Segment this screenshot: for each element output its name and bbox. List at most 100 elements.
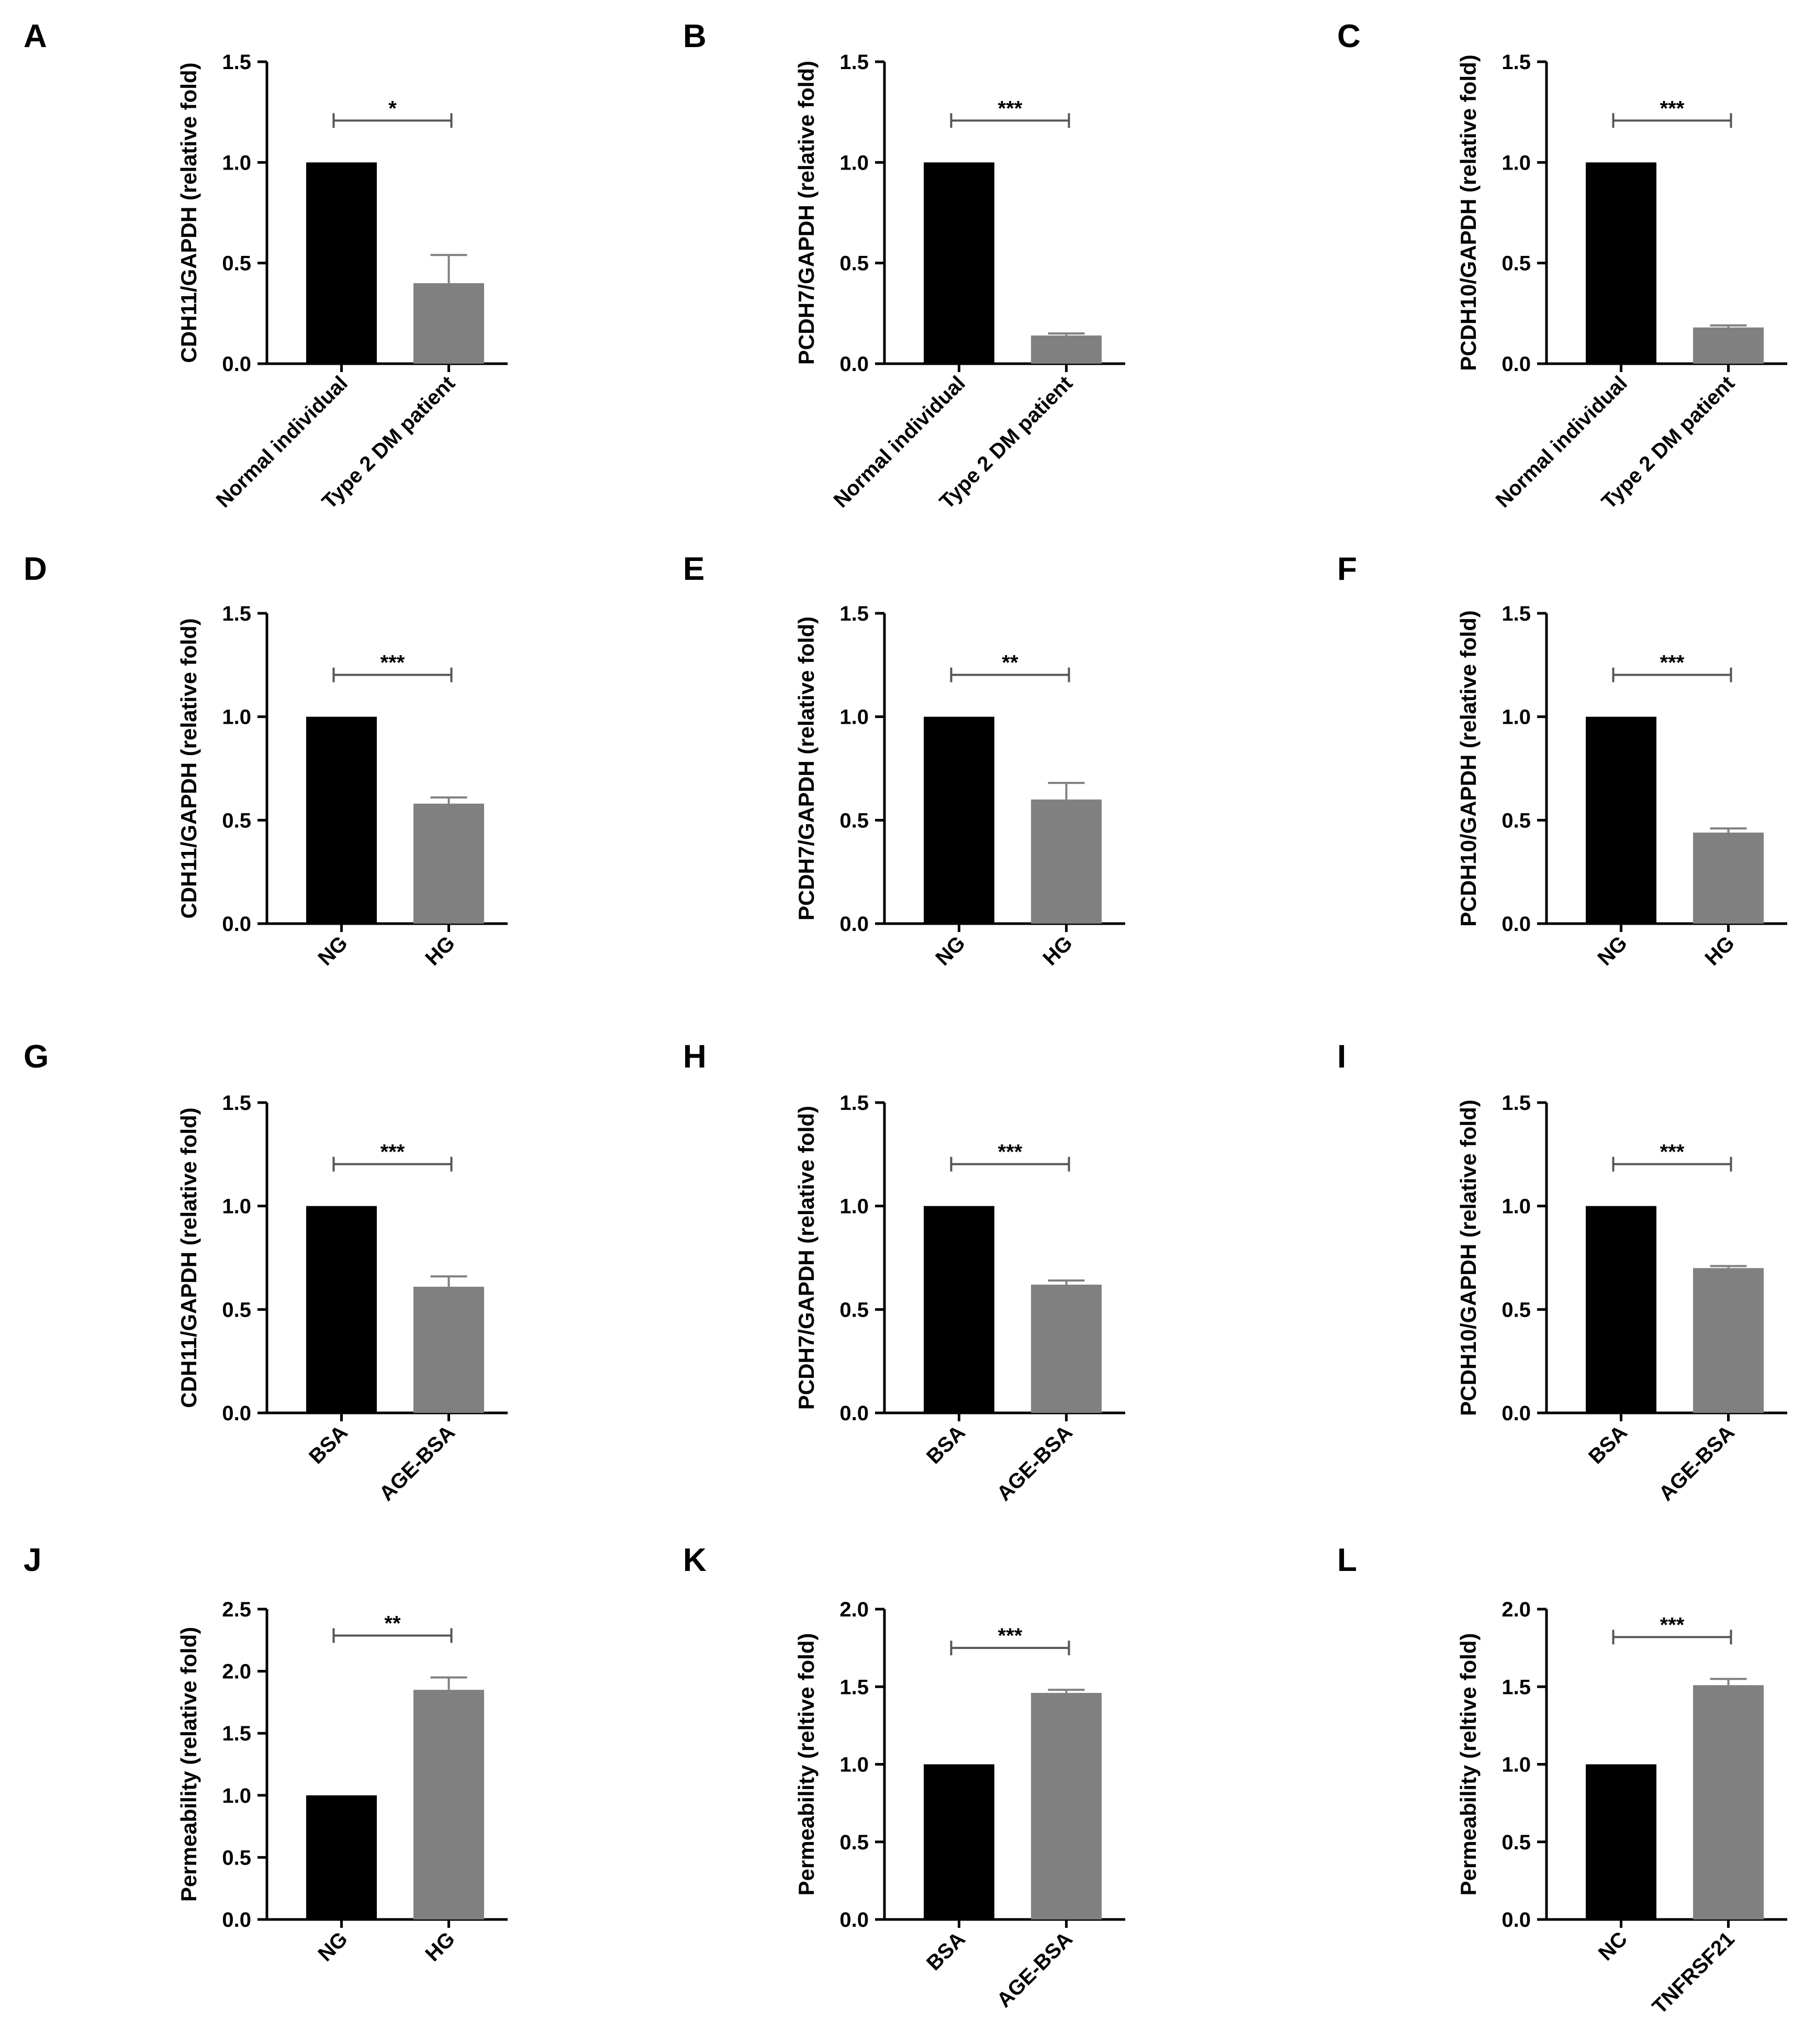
panel-letter: J [24, 1542, 41, 1578]
bar-control [924, 1764, 994, 1919]
category-label: HG [421, 931, 460, 970]
y-tick-label: 1.5 [1501, 1676, 1531, 1699]
chart-panel-c: C 0.0 0.5 1.0 1.5 PCDH10/GAPDH (relative fold… [1337, 18, 1787, 513]
y-axis-title: CDH11/GAPDH (relative fold) [176, 618, 201, 918]
panel-letter: L [1337, 1542, 1357, 1578]
y-axis-title: Permeability (reltive fold) [1456, 1633, 1481, 1896]
category-label: NG [1593, 931, 1632, 970]
category-label: HG [1700, 931, 1739, 970]
bar-treatment [1031, 335, 1102, 364]
y-tick-label: 0.5 [839, 1831, 869, 1854]
y-tick-label: 2.0 [222, 1660, 251, 1683]
y-tick-label: 0.5 [1501, 252, 1531, 275]
category-label: NG [313, 1927, 352, 1966]
y-tick-label: 0.0 [839, 913, 869, 936]
bar-treatment [413, 803, 484, 924]
significance-label: *** [1660, 97, 1685, 120]
y-tick-label: 1.0 [839, 1754, 869, 1777]
category-label: AGE-BSA [375, 1421, 460, 1506]
y-tick-label: 1.5 [839, 51, 869, 74]
category-label: HG [421, 1927, 460, 1966]
bar-treatment [1031, 1284, 1102, 1413]
chart-panel-e: E 0.0 0.5 1.0 1.5 PCDH7/GAPDH (relative fold)… [683, 551, 1125, 970]
y-tick-label: 1.0 [839, 706, 869, 729]
chart-panel-k: K 0.0 0.5 1.0 1.5 2.0 Permeability (reltive fo… [683, 1542, 1125, 2012]
bar-control [1586, 162, 1656, 364]
category-label: BSA [922, 1421, 970, 1468]
y-tick-label: 0.0 [222, 1402, 251, 1425]
chart-panel-d: D 0.0 0.5 1.0 1.5 CDH11/GAPDH (relative fold)… [24, 551, 508, 970]
panel-letter: I [1337, 1039, 1346, 1075]
y-tick-label: 1.0 [222, 151, 251, 174]
y-tick-label: 1.0 [222, 1784, 251, 1807]
bar-treatment [1693, 327, 1764, 364]
y-axis-title: PCDH10/GAPDH (relative fold) [1456, 54, 1481, 370]
category-label: AGE-BSA [992, 1927, 1077, 2012]
bar-control [306, 716, 377, 924]
y-tick-label: 0.0 [1501, 1908, 1531, 1931]
panel-letter: D [24, 551, 47, 587]
panel-letter: E [683, 551, 704, 587]
y-tick-label: 1.5 [839, 1676, 869, 1699]
y-axis-title: CDH11/GAPDH (relative fold) [176, 1107, 201, 1408]
chart-panel-a: A 0.0 0.5 1.0 1.5 CDH11/GAPDH (relative fold)… [24, 18, 508, 513]
y-tick-label: 1.5 [1501, 1092, 1531, 1115]
bar-control [924, 1206, 994, 1413]
bar-control [924, 716, 994, 924]
category-label: NG [931, 931, 970, 970]
chart-panel-h: H 0.0 0.5 1.0 1.5 PCDH7/GAPDH (relative fold)… [683, 1039, 1125, 1506]
y-tick-label: 0.5 [1501, 809, 1531, 832]
bar-control [1586, 716, 1656, 924]
significance-label: ** [1002, 652, 1018, 675]
bar-control [1586, 1206, 1656, 1413]
chart-panel-f: F 0.0 0.5 1.0 1.5 PCDH10/GAPDH (relative fold… [1337, 551, 1787, 970]
significance-label: ** [384, 1612, 401, 1635]
y-axis-title: Permeability (reltive fold) [794, 1633, 819, 1896]
category-label: AGE-BSA [992, 1421, 1077, 1506]
y-tick-label: 0.0 [222, 353, 251, 376]
y-tick-label: 1.0 [1501, 151, 1531, 174]
category-label: HG [1038, 931, 1077, 970]
panel-letter: F [1337, 551, 1357, 587]
category-label: BSA [305, 1421, 352, 1468]
chart-panel-g: G 0.0 0.5 1.0 1.5 CDH11/GAPDH (relative fold)… [24, 1039, 508, 1506]
bar-treatment [413, 1690, 484, 1919]
y-tick-label: 0.5 [839, 252, 869, 275]
panel-letter: B [683, 18, 707, 54]
bar-control [306, 1795, 377, 1919]
category-label: AGE-BSA [1654, 1421, 1739, 1506]
bar-control [924, 162, 994, 364]
panel-letter: K [683, 1542, 707, 1578]
significance-label: *** [998, 1141, 1023, 1164]
chart-panel-j: J 0.0 0.5 1.0 1.5 2.0 2.5 Permeability (relativ… [24, 1542, 508, 1966]
y-tick-label: 0.5 [222, 1298, 251, 1321]
y-tick-label: 2.0 [839, 1598, 869, 1621]
significance-label: *** [998, 97, 1023, 120]
panel-letter: G [24, 1039, 49, 1075]
panel-letter: C [1337, 18, 1361, 54]
category-label: NG [313, 931, 352, 970]
significance-label: *** [380, 1141, 405, 1164]
panel-letter: H [683, 1039, 707, 1075]
y-tick-label: 0.0 [1501, 913, 1531, 936]
y-tick-label: 1.5 [839, 602, 869, 625]
bar-treatment [1031, 799, 1102, 924]
bar-control [306, 162, 377, 364]
y-tick-label: 1.0 [222, 1195, 251, 1218]
y-tick-label: 1.5 [222, 51, 251, 74]
y-tick-label: 1.0 [1501, 1754, 1531, 1777]
chart-panel-b: B 0.0 0.5 1.0 1.5 PCDH7/GAPDH (relative fold)… [683, 18, 1125, 513]
y-tick-label: 1.0 [839, 151, 869, 174]
y-tick-label: 0.0 [839, 1402, 869, 1425]
significance-label: *** [1660, 1141, 1685, 1164]
y-tick-label: 1.5 [222, 1092, 251, 1115]
y-tick-label: 1.0 [1501, 1195, 1531, 1218]
category-label: BSA [1584, 1421, 1632, 1468]
y-axis-title: PCDH10/GAPDH (relative fold) [1456, 1099, 1481, 1416]
y-tick-label: 1.0 [1501, 706, 1531, 729]
y-tick-label: 0.5 [222, 809, 251, 832]
significance-label: *** [1660, 652, 1685, 675]
y-tick-label: 1.5 [222, 602, 251, 625]
chart-panel-l: L 0.0 0.5 1.0 1.5 2.0 Permeability (reltive fo… [1337, 1542, 1787, 2018]
y-tick-label: 2.0 [1501, 1598, 1531, 1621]
